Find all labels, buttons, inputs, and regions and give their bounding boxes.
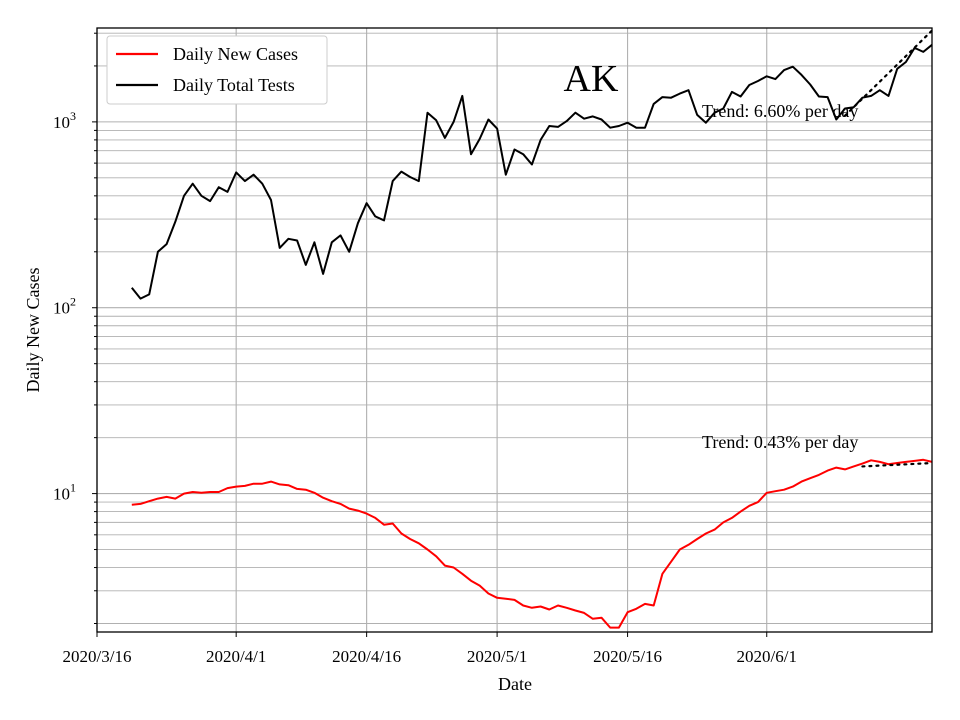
legend: Daily New Cases Daily Total Tests [106,35,328,105]
x-tick-label: 2020/6/1 [737,647,797,666]
y-axis-label: Daily New Cases [23,268,43,393]
legend-label: Daily Total Tests [173,75,295,95]
series-lines [131,29,934,629]
trend-line [843,29,934,117]
axis-ticks: 101 102 103 2020/3/16 2020/4/1 2020/4/16 2020/… [53,32,797,666]
x-tick-label: 2020/5/16 [593,647,662,666]
x-axis-label: Date [498,674,532,694]
trend-line [861,461,934,468]
x-tick-label: 2020/4/1 [206,647,266,666]
legend-label: Daily New Cases [173,44,298,64]
y-tick-label: 102 [53,295,76,318]
series-line-daily-total-tests [131,44,933,300]
x-tick-label: 2020/5/1 [467,647,527,666]
series-line-daily-new-cases [131,458,933,629]
y-tick-label: 101 [53,481,76,504]
trend-annotations: Trend: 6.60% per day Trend: 0.43% per day [702,101,858,452]
x-tick-label: 2020/3/16 [63,647,132,666]
grid [96,28,932,632]
trend-label: Trend: 0.43% per day [702,432,858,452]
x-tick-label: 2020/4/16 [332,647,401,666]
y-tick-label: 103 [53,109,76,132]
plot-frame [96,27,933,633]
chart-title: AK [564,58,619,100]
trend-label: Trend: 6.60% per day [702,101,858,121]
legend-box [106,35,328,105]
